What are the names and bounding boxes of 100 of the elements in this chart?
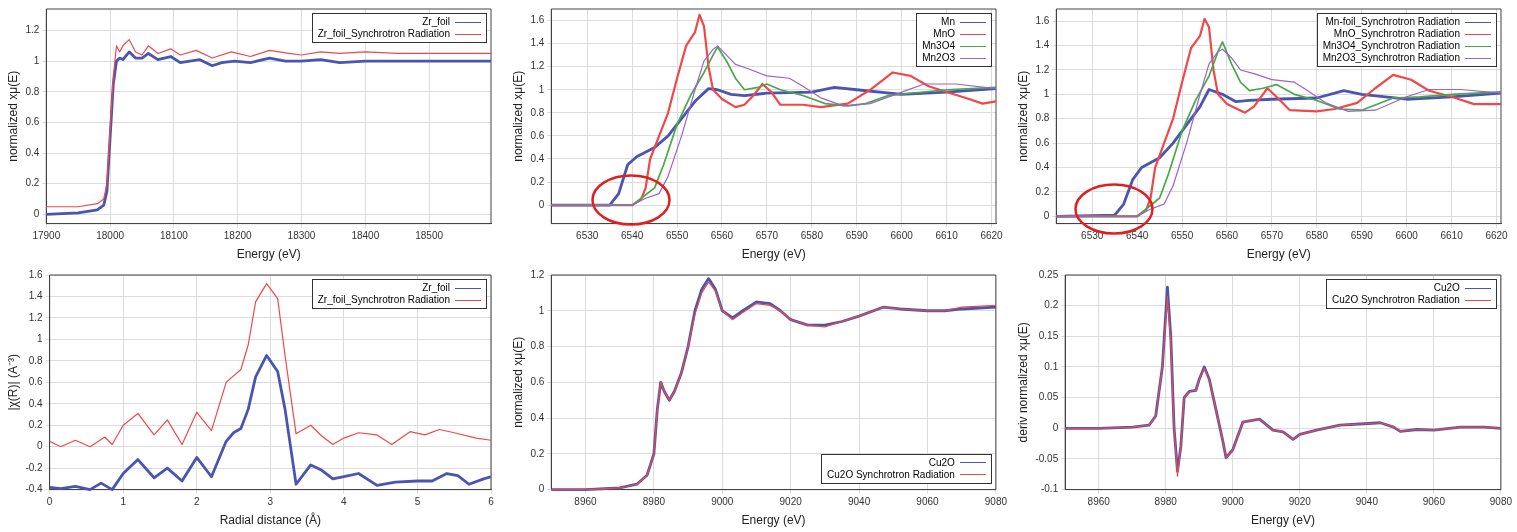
x-tick-label: 17900 xyxy=(32,230,61,242)
y-tick-label: 0.4 xyxy=(530,152,545,164)
y-tick-label: 1.4 xyxy=(28,290,44,302)
x-tick-label: 6620 xyxy=(980,230,1004,242)
y-tick-label: 0.6 xyxy=(25,116,40,128)
y-tick-label: 0 xyxy=(33,208,40,220)
y-tick-label: 0.2 xyxy=(530,447,545,459)
y-tick-label: 0.6 xyxy=(530,376,545,388)
x-tick-label: 6580 xyxy=(1305,230,1329,242)
y-tick-label: 0.15 xyxy=(1038,330,1059,342)
y-tick-label: 1.2 xyxy=(1035,63,1050,75)
x-tick-label: 6530 xyxy=(576,230,599,242)
y-tick-label: 0.4 xyxy=(1035,161,1050,173)
y-tick-label: 0 xyxy=(1043,210,1050,222)
legend-label: Zr_foil xyxy=(422,16,450,27)
y-tick-label: 0.6 xyxy=(530,129,545,141)
y-tick-label: 1.2 xyxy=(25,24,40,36)
y-tick-label: 1 xyxy=(538,83,545,95)
x-tick-label: 6560 xyxy=(1215,230,1239,242)
x-tick-label: 6570 xyxy=(755,230,779,242)
x-tick-label: 2 xyxy=(193,496,200,508)
x-tick-label: 6570 xyxy=(1260,230,1284,242)
y-tick-label: -0.2 xyxy=(25,461,44,473)
legend-label: Zr_foil_Synchrotron Radiation xyxy=(317,294,450,305)
legend-label: Mn xyxy=(941,16,955,27)
x-tick-label: 18400 xyxy=(351,230,380,242)
y-tick-label: 0.2 xyxy=(28,418,44,430)
y-tick-label: 0.4 xyxy=(28,397,44,409)
x-tick-label: 6550 xyxy=(665,230,689,242)
x-tick-label: 18300 xyxy=(287,230,316,242)
y-tick-label: 1.6 xyxy=(530,14,545,26)
x-tick-label: 8980 xyxy=(1154,496,1178,508)
y-axis-title: normalized xμ(E) xyxy=(510,70,525,162)
legend-label: Mn3O4_Synchrotron Radiation xyxy=(1322,40,1460,51)
y-tick-label: 1 xyxy=(538,304,545,316)
x-tick-label: 8980 xyxy=(642,496,666,508)
x-axis-title: Energy (eV) xyxy=(741,513,806,528)
y-tick-label: 0.6 xyxy=(28,376,44,388)
y-tick-label: 0 xyxy=(538,198,545,210)
x-tick-label: 18100 xyxy=(160,230,189,242)
y-tick-label: 1.4 xyxy=(1035,39,1050,51)
legend-label: Mn-foil_Synchrotron Radiation xyxy=(1325,16,1460,27)
legend-label: Cu2O xyxy=(928,456,955,468)
legend-label: Zr_foil xyxy=(422,282,450,293)
x-tick-label: 18000 xyxy=(96,230,125,242)
x-tick-label: 6540 xyxy=(1126,230,1149,242)
y-tick-label: 0.2 xyxy=(25,177,40,189)
y-axis-title: |χ(R)| (A⁻³) xyxy=(5,354,20,411)
x-tick-label: 9020 xyxy=(1288,496,1312,508)
x-tick-label: 6620 xyxy=(1485,230,1509,242)
y-tick-label: 0.05 xyxy=(1038,391,1059,403)
x-axis-title: Energy (eV) xyxy=(1251,513,1316,528)
legend-label: Zr_foil_Synchrotron Radiation xyxy=(317,28,450,39)
legend-label: Cu2O xyxy=(1433,282,1460,293)
y-tick-label: 0.8 xyxy=(530,340,545,352)
y-tick-label: 1.2 xyxy=(530,60,545,72)
x-tick-label: 6 xyxy=(488,496,495,508)
y-tick-label: 0.2 xyxy=(1035,185,1050,197)
y-axis-title: normalized xμ(E) xyxy=(5,70,20,162)
x-tick-label: 5 xyxy=(414,496,421,508)
y-tick-label: 1.6 xyxy=(1035,14,1050,26)
y-tick-label: 1.6 xyxy=(28,268,44,280)
x-tick-label: 6560 xyxy=(710,230,734,242)
x-axis-title: Radial distance (Å) xyxy=(219,512,322,528)
y-tick-label: 0.6 xyxy=(1035,136,1050,148)
y-tick-label: -0.1 xyxy=(1040,483,1059,495)
legend-label: Mn3O4 xyxy=(922,40,955,51)
y-axis-title: normalized xμ(E) xyxy=(510,336,525,428)
y-tick-label: 0.25 xyxy=(1038,268,1059,280)
y-tick-label: 1.2 xyxy=(530,268,545,280)
x-tick-label: 9080 xyxy=(984,496,1008,508)
x-tick-label: 9060 xyxy=(1422,496,1446,508)
x-tick-label: 0 xyxy=(46,496,53,508)
x-tick-label: 6610 xyxy=(1440,230,1464,242)
x-tick-label: 9060 xyxy=(916,496,940,508)
y-tick-label: 1 xyxy=(37,333,44,345)
y-tick-label: -0.4 xyxy=(25,483,44,495)
y-tick-label: 1.2 xyxy=(28,311,44,323)
x-tick-label: 9000 xyxy=(711,496,734,508)
y-tick-label: 0.8 xyxy=(1035,112,1050,124)
x-tick-label: 6540 xyxy=(621,230,644,242)
y-tick-label: 0.1 xyxy=(1044,360,1059,372)
x-tick-label: 9020 xyxy=(779,496,803,508)
y-axis-title: deriv normalized xμ(E) xyxy=(1015,322,1030,443)
x-tick-label: 6580 xyxy=(800,230,824,242)
legend-label: MnO_Synchrotron Radiation xyxy=(1333,28,1460,39)
x-tick-label: 9040 xyxy=(847,496,871,508)
x-tick-label: 6550 xyxy=(1170,230,1194,242)
x-axis-title: Energy (eV) xyxy=(236,247,301,262)
legend-label: Mn2O3_Synchrotron Radiation xyxy=(1322,52,1460,63)
x-tick-label: 9000 xyxy=(1221,496,1245,508)
x-tick-label: 3 xyxy=(267,496,274,508)
x-tick-label: 6600 xyxy=(1395,230,1419,242)
y-tick-label: 0.8 xyxy=(25,85,40,97)
x-tick-label: 1 xyxy=(120,496,127,508)
y-tick-label: 0.8 xyxy=(530,106,545,118)
x-tick-label: 8960 xyxy=(1087,496,1111,508)
x-tick-label: 18200 xyxy=(223,230,253,242)
y-tick-label: 1.4 xyxy=(530,37,545,49)
legend-label: Cu2O Synchrotron Radiation xyxy=(1332,294,1460,305)
